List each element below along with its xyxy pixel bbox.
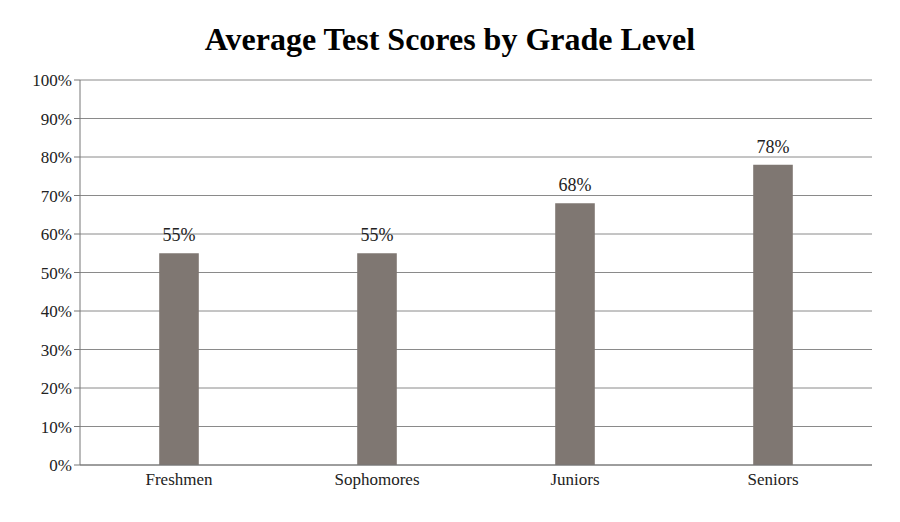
svg-text:90%: 90% <box>41 110 72 129</box>
svg-text:Seniors: Seniors <box>748 470 799 489</box>
svg-text:60%: 60% <box>41 225 72 244</box>
svg-text:10%: 10% <box>41 418 72 437</box>
svg-text:68%: 68% <box>559 175 592 195</box>
svg-text:20%: 20% <box>41 379 72 398</box>
svg-text:40%: 40% <box>41 302 72 321</box>
svg-text:Sophomores: Sophomores <box>335 470 420 489</box>
svg-text:55%: 55% <box>361 225 394 245</box>
svg-text:78%: 78% <box>757 137 790 157</box>
svg-text:70%: 70% <box>41 187 72 206</box>
svg-text:55%: 55% <box>163 225 196 245</box>
svg-text:30%: 30% <box>41 341 72 360</box>
svg-text:Freshmen: Freshmen <box>145 470 213 489</box>
svg-text:Juniors: Juniors <box>550 470 599 489</box>
html-text:Average Test Scores by Grade L: Average Test Scores by Grade Level <box>204 21 696 57</box>
svg-text:100%: 100% <box>32 71 72 90</box>
svg-text:0%: 0% <box>49 456 72 475</box>
svg-text:50%: 50% <box>41 264 72 283</box>
svg-text:80%: 80% <box>41 148 72 167</box>
